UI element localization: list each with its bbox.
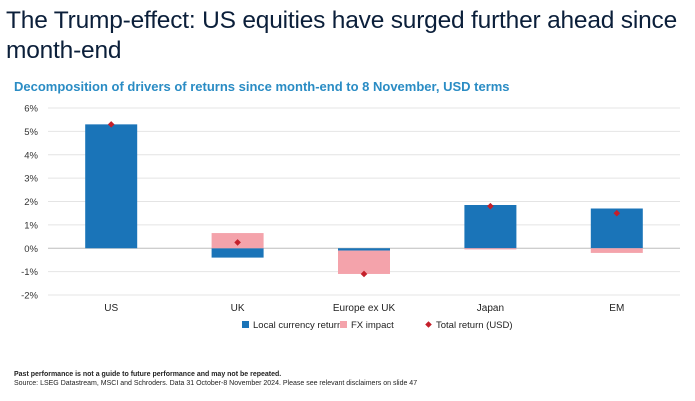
y-tick-label: 1% — [24, 220, 38, 231]
legend-swatch — [242, 321, 249, 328]
y-tick-label: 0% — [24, 244, 38, 255]
chart-title: The Trump-effect: US equities have surge… — [6, 7, 678, 64]
total-return-marker — [107, 121, 115, 128]
legend-swatch — [425, 321, 432, 328]
bar-fx-impact — [590, 248, 643, 253]
y-tick-label: -2% — [21, 291, 38, 302]
legend-label: FX impact — [351, 320, 394, 331]
total-return-marker — [613, 209, 621, 217]
x-category-label: Europe ex UK — [333, 303, 396, 314]
total-return-marker — [487, 202, 494, 210]
bar-local-currency-return — [211, 248, 264, 258]
y-tick-label: 3% — [24, 174, 38, 185]
x-category-label: EM — [609, 303, 624, 314]
bar-local-currency-return — [464, 205, 517, 249]
y-tick-label: 6% — [24, 104, 38, 115]
y-tick-label: 5% — [24, 127, 38, 138]
y-tick-label: 4% — [24, 150, 38, 161]
total-return-marker — [234, 239, 241, 246]
legend-swatch — [340, 321, 347, 328]
x-category-label: Japan — [477, 303, 504, 314]
bar-local-currency-return — [85, 124, 138, 249]
x-category-label: US — [104, 303, 118, 314]
bar-fx-impact — [338, 250, 390, 274]
bar-fx-impact — [464, 248, 517, 250]
source-note: Source: LSEG Datastream, MSCI and Schrod… — [14, 380, 418, 387]
chart-subtitle: Decomposition of drivers of returns sinc… — [14, 79, 510, 94]
disclaimer-note: Past performance is not a guide to futur… — [14, 371, 282, 378]
legend-label: Local currency return — [253, 320, 342, 331]
y-tick-label: -1% — [21, 267, 38, 278]
y-tick-label: 2% — [24, 197, 38, 208]
bar-local-currency-return — [338, 248, 390, 251]
legend-label: Total return (USD) — [436, 320, 513, 331]
x-category-label: UK — [231, 303, 245, 314]
total-return-marker — [360, 270, 368, 278]
